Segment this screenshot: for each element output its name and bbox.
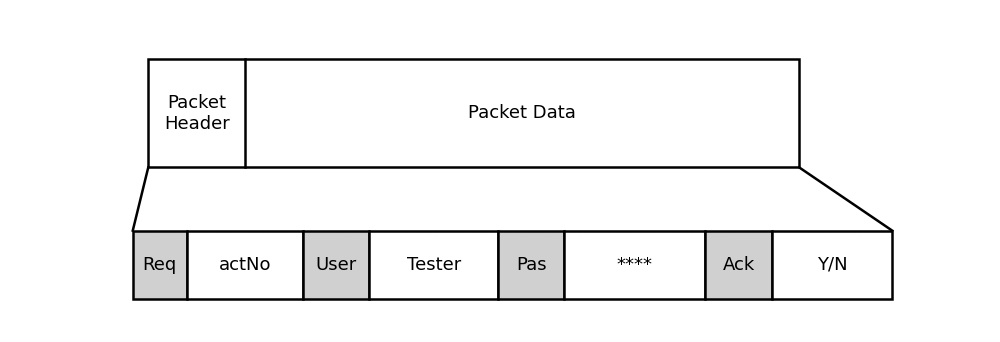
Text: Packet Data: Packet Data: [468, 104, 576, 122]
Bar: [564, 231, 705, 299]
Text: ****: ****: [617, 256, 653, 274]
Bar: [303, 231, 369, 299]
Bar: [133, 231, 187, 299]
Bar: [148, 60, 799, 168]
Text: Pas: Pas: [516, 256, 546, 274]
Text: User: User: [315, 256, 357, 274]
Text: Ack: Ack: [723, 256, 755, 274]
Bar: [705, 231, 772, 299]
Text: Tester: Tester: [407, 256, 461, 274]
Bar: [369, 231, 498, 299]
Text: actNo: actNo: [219, 256, 271, 274]
Text: Req: Req: [143, 256, 177, 274]
Bar: [187, 231, 303, 299]
Bar: [498, 231, 564, 299]
Text: Y/N: Y/N: [817, 256, 847, 274]
Text: Packet
Header: Packet Header: [164, 94, 230, 133]
Bar: [772, 231, 892, 299]
